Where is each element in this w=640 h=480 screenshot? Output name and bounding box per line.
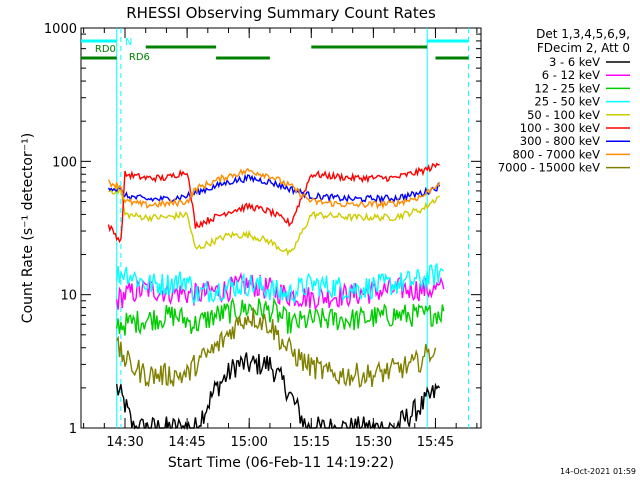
series-line bbox=[107, 173, 441, 204]
legend-info-line: Det 1,3,4,5,6,9, bbox=[536, 27, 630, 41]
y-tick-label: 1000 bbox=[44, 22, 77, 37]
legend-entry-label: 800 - 7000 keV bbox=[512, 147, 600, 161]
x-tick-label: 14:45 bbox=[168, 435, 205, 450]
series-line bbox=[107, 167, 441, 210]
legend-entry-label: 25 - 50 keV bbox=[534, 95, 600, 109]
series-line bbox=[116, 352, 441, 431]
plot-frame bbox=[80, 27, 482, 429]
legend-entry-label: 50 - 100 keV bbox=[527, 108, 600, 122]
series-line bbox=[116, 307, 437, 388]
series-group bbox=[107, 162, 445, 431]
x-axis-label: Start Time (06-Feb-11 14:19:22) bbox=[168, 455, 394, 471]
status-bar-label: N bbox=[125, 37, 132, 48]
x-tick-label: 15:45 bbox=[417, 435, 454, 450]
y-tick-label: 1 bbox=[69, 422, 77, 437]
chart-title: RHESSI Observing Summary Count Rates bbox=[126, 4, 436, 22]
status-bars: N RD0 RD6 bbox=[81, 37, 469, 63]
legend-info-line: FDecim 2, Att 0 bbox=[537, 41, 630, 55]
y-axis: 1 10 100 1000 bbox=[44, 22, 481, 437]
legend-entry-label: 100 - 300 keV bbox=[520, 121, 600, 135]
x-tick-label: 15:00 bbox=[230, 435, 267, 450]
status-bar-label: RD0 bbox=[95, 44, 116, 55]
timestamp: 14-Oct-2021 01:59 bbox=[560, 467, 636, 476]
series-line bbox=[116, 296, 445, 336]
legend-entry-label: 7000 - 15000 keV bbox=[498, 161, 600, 175]
x-axis: 14:30 14:45 15:00 15:15 15:30 15:45 bbox=[83, 28, 478, 450]
x-tick-label: 14:30 bbox=[106, 435, 143, 450]
legend-entry-label: 12 - 25 keV bbox=[534, 81, 600, 95]
legend-entry-label: 6 - 12 keV bbox=[542, 68, 600, 82]
series-line bbox=[108, 185, 440, 257]
vertical-markers bbox=[116, 28, 470, 428]
legend: Det 1,3,4,5,6,9,FDecim 2, Att 03 - 6 keV… bbox=[498, 27, 630, 175]
x-tick-label: 15:15 bbox=[293, 435, 330, 450]
y-tick-label: 10 bbox=[60, 289, 77, 304]
x-tick-label: 15:30 bbox=[355, 435, 392, 450]
legend-entry-label: 3 - 6 keV bbox=[549, 55, 600, 69]
y-tick-label: 100 bbox=[52, 155, 77, 170]
y-axis-label: Count Rate (s⁻¹ detector⁻¹) bbox=[20, 133, 36, 323]
legend-entry-label: 300 - 800 keV bbox=[520, 134, 600, 148]
series-line bbox=[116, 263, 445, 306]
series-line bbox=[107, 162, 440, 244]
status-bar-label: RD6 bbox=[129, 52, 150, 63]
